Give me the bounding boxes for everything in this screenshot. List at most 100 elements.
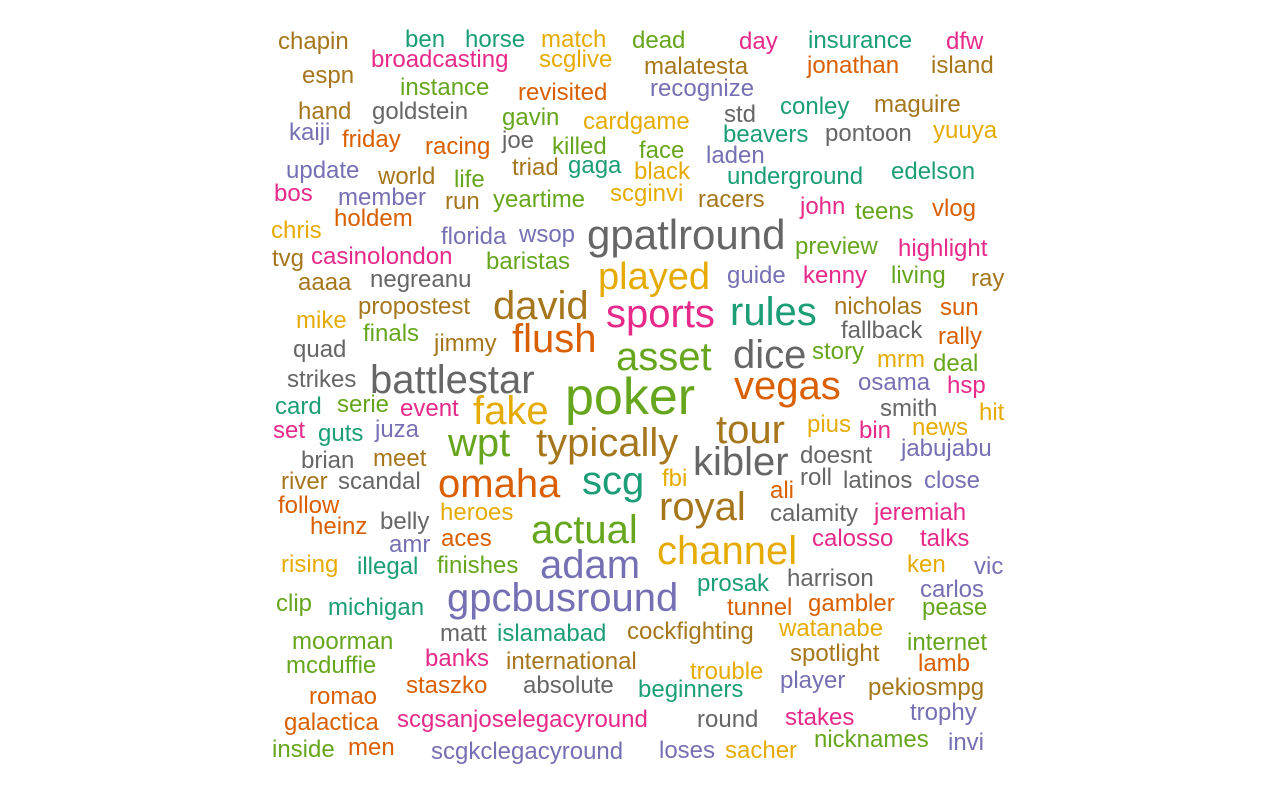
word-banks: banks	[425, 645, 490, 672]
word-hand: hand	[298, 98, 352, 125]
word-cockfighting: cockfighting	[627, 618, 754, 645]
word-gpatlround: gpatlround	[587, 211, 786, 258]
word-quad: quad	[293, 336, 347, 363]
word-hsp: hsp	[947, 372, 986, 399]
word-prosak: prosak	[697, 570, 770, 597]
word-recognize: recognize	[650, 75, 755, 102]
word-pius: pius	[807, 411, 852, 438]
word-belly: belly	[380, 508, 430, 535]
word-scandal: scandal	[338, 468, 421, 495]
word-spotlight: spotlight	[790, 640, 880, 667]
word-player: player	[780, 667, 846, 694]
word-jimmy: jimmy	[434, 330, 497, 357]
word-heinz: heinz	[310, 513, 368, 540]
word-racers: racers	[698, 186, 765, 213]
word-life: life	[454, 166, 485, 193]
word-yuuya: yuuya	[933, 117, 998, 144]
word-moorman: moorman	[292, 628, 394, 655]
word-galactica: galactica	[284, 709, 379, 736]
word-inside: inside	[272, 736, 335, 763]
word-triad: triad	[512, 154, 559, 181]
word-beginners: beginners	[638, 676, 744, 703]
word-racing: racing	[425, 133, 491, 160]
word-ben: ben	[405, 26, 446, 53]
word-calosso: calosso	[812, 525, 894, 552]
word-dfw: dfw	[946, 28, 984, 55]
word-fbi: fbi	[662, 465, 688, 492]
word-member: member	[338, 184, 427, 211]
word-living: living	[891, 262, 946, 289]
word-run: run	[445, 188, 480, 215]
word-highlight: highlight	[898, 235, 988, 262]
word-gavin: gavin	[502, 104, 560, 131]
word-clip: clip	[276, 590, 313, 617]
word-latinos: latinos	[843, 467, 913, 494]
word-scg: scg	[582, 459, 645, 503]
word-tour: tour	[716, 408, 785, 452]
word-aces: aces	[441, 525, 492, 552]
word-rising: rising	[281, 551, 339, 578]
word-watanabe: watanabe	[779, 615, 884, 642]
word-actual: actual	[531, 508, 638, 552]
word-maguire: maguire	[874, 91, 961, 118]
word-conley: conley	[780, 93, 850, 120]
word-std: std	[724, 101, 757, 128]
word-finishes: finishes	[437, 552, 519, 579]
word-fake: fake	[473, 389, 549, 433]
word-strikes: strikes	[287, 366, 357, 393]
word-espn: espn	[302, 62, 355, 89]
word-stakes: stakes	[785, 704, 855, 731]
word-gpcbusround: gpcbusround	[447, 576, 679, 620]
word-holdem: holdem	[334, 205, 413, 232]
word-friday: friday	[342, 126, 401, 153]
word-poker: poker	[565, 368, 696, 426]
word-face: face	[639, 137, 685, 164]
word-scginvi: scginvi	[610, 180, 684, 207]
word-malatesta: malatesta	[644, 53, 749, 80]
word-revisited: revisited	[518, 79, 608, 106]
word-news: news	[912, 414, 969, 441]
word-meet: meet	[373, 445, 427, 472]
word-world: world	[378, 163, 436, 190]
word-river: river	[281, 468, 328, 495]
word-dice: dice	[733, 333, 807, 377]
word-mcduffie: mcduffie	[286, 652, 377, 679]
word-edelson: edelson	[891, 158, 976, 185]
word-asset: asset	[616, 335, 712, 379]
word-florida: florida	[441, 223, 507, 250]
word-romao: romao	[309, 683, 378, 710]
word-cardgame: cardgame	[583, 108, 690, 135]
word-hit: hit	[979, 399, 1005, 426]
word-chris: chris	[271, 217, 322, 244]
word-rules: rules	[730, 290, 817, 334]
word-sun: sun	[940, 294, 979, 321]
word-absolute: absolute	[523, 672, 614, 699]
word-michigan: michigan	[328, 594, 425, 621]
word-match: match	[541, 26, 607, 53]
word-sacher: sacher	[725, 737, 798, 764]
word-horse: horse	[465, 26, 526, 53]
word-juza: juza	[375, 416, 420, 443]
word-battlestar: battlestar	[370, 358, 535, 402]
word-killed: killed	[552, 133, 607, 160]
word-laden: laden	[706, 142, 765, 169]
word-bos: bos	[274, 180, 313, 207]
word-channel: channel	[657, 529, 798, 573]
word-finals: finals	[363, 320, 420, 347]
word-smith: smith	[880, 395, 938, 422]
word-trophy: trophy	[910, 699, 977, 726]
word-update: update	[286, 157, 360, 184]
word-kibler: kibler	[693, 440, 789, 484]
word-teens: teens	[855, 198, 914, 225]
word-dead: dead	[632, 27, 686, 54]
word-played: played	[598, 256, 710, 298]
word-royal: royal	[659, 485, 746, 529]
word-roll: roll	[800, 464, 833, 491]
word-kenny: kenny	[803, 262, 868, 289]
word-ken: ken	[907, 551, 946, 578]
word-brian: brian	[301, 447, 355, 474]
word-vlog: vlog	[932, 195, 977, 222]
word-event: event	[400, 395, 459, 422]
word-goldstein: goldstein	[372, 98, 469, 125]
word-wsop: wsop	[519, 221, 576, 248]
